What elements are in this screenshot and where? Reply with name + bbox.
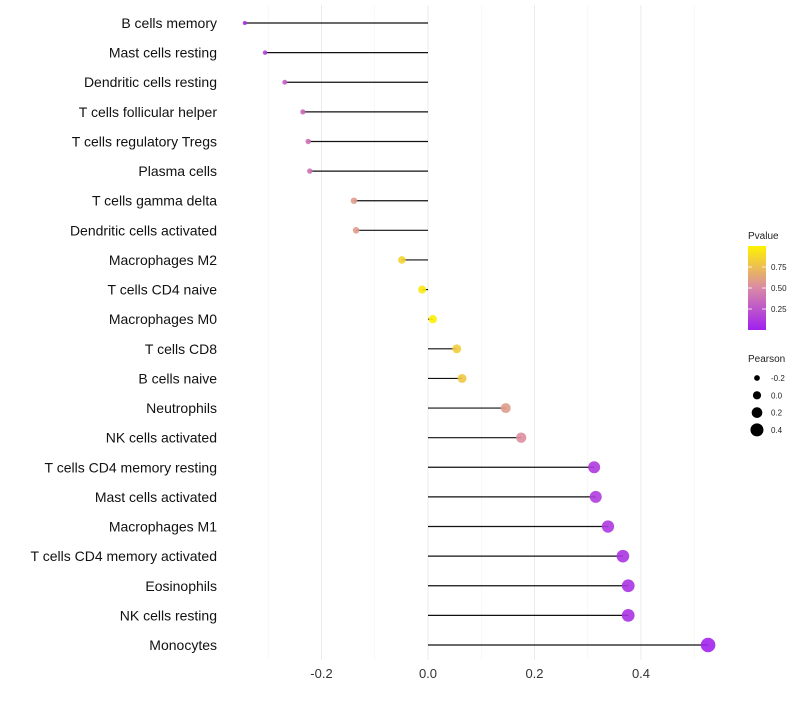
lollipop-row: NK cells activated: [106, 430, 527, 446]
lollipop-point: [588, 461, 601, 474]
lollipop-point: [428, 315, 437, 324]
lollipop-point: [262, 50, 268, 55]
y-tick-label: Eosinophils: [145, 578, 217, 594]
lollipop-point: [452, 344, 462, 354]
size-legend-label: 0.0: [771, 391, 783, 400]
y-tick-label: T cells CD4 memory activated: [31, 548, 217, 564]
size-legend-label: 0.4: [771, 426, 783, 435]
lollipop-row: Macrophages M0: [109, 311, 437, 327]
lollipop-row: T cells gamma delta: [92, 193, 428, 209]
size-legend-point: [754, 375, 760, 381]
y-tick-label: Mast cells activated: [95, 489, 217, 505]
lollipop-row: Macrophages M1: [109, 519, 615, 535]
y-tick-label: T cells follicular helper: [79, 104, 218, 120]
lollipop-row: Monocytes: [149, 637, 716, 653]
y-tick-label: T cells gamma delta: [92, 193, 217, 209]
grid-lines: [267, 5, 695, 660]
color-legend-title: Pvalue: [748, 231, 779, 242]
y-tick-label: Neutrophils: [146, 400, 217, 416]
y-tick-label: B cells memory: [121, 15, 217, 31]
y-tick-label: Dendritic cells activated: [70, 222, 217, 238]
y-tick-label: Dendritic cells resting: [84, 74, 217, 90]
lollipop-row: T cells CD4 memory activated: [31, 548, 630, 564]
lollipop-row: B cells memory: [121, 15, 428, 31]
lollipop-row: Dendritic cells resting: [84, 74, 428, 90]
size-legend-title: Pearson: [748, 354, 785, 365]
legend: Pvalue 0.75 0.50 0.25 Pearson -0.2 0.0 0.2 0.…: [748, 231, 787, 437]
x-tick-label: -0.2: [310, 666, 332, 681]
x-tick-label: 0.4: [632, 666, 650, 681]
color-bar: [748, 246, 766, 330]
lollipop-row: T cells CD8: [145, 341, 462, 357]
color-tick-label: 0.25: [771, 305, 787, 314]
y-tick-label: Plasma cells: [138, 163, 217, 179]
y-tick-label: Mast cells resting: [109, 45, 217, 61]
x-axis: -0.2 0.0 0.2 0.4: [310, 666, 650, 681]
lollipop-point: [601, 520, 615, 533]
lollipop-point: [700, 637, 716, 653]
size-legend-point: [751, 407, 763, 418]
lollipop-row: Mast cells activated: [95, 489, 602, 505]
y-tick-label: B cells naive: [138, 370, 217, 386]
size-legend-point: [752, 391, 762, 400]
lollipop-point: [589, 490, 602, 503]
lollipop-point: [621, 608, 635, 622]
lollipop-row: NK cells resting: [120, 607, 635, 623]
lollipop-point: [305, 138, 311, 145]
size-legend-point: [750, 423, 764, 437]
lollipop-row: Macrophages M2: [109, 252, 428, 268]
lollipop-row: Plasma cells: [138, 163, 428, 179]
lollipop-point: [300, 109, 306, 115]
x-tick-label: 0.2: [525, 666, 543, 681]
lollipop-row: Dendritic cells activated: [70, 222, 428, 238]
y-tick-label: T cells CD8: [145, 341, 217, 357]
lollipop-row: Mast cells resting: [109, 45, 428, 61]
lollipop-point: [352, 227, 360, 234]
color-tick-label: 0.50: [771, 284, 787, 293]
lollipop-row: T cells regulatory Tregs: [72, 133, 428, 149]
lollipop-point: [500, 403, 511, 414]
color-tick-label: 0.75: [771, 263, 787, 272]
lollipop-row: B cells naive: [138, 370, 467, 386]
y-tick-label: Macrophages M1: [109, 519, 217, 535]
lollipop-point: [516, 432, 527, 443]
lollipop-point: [616, 549, 630, 563]
lollipop-row: T cells CD4 memory resting: [45, 459, 601, 475]
lollipop-point: [350, 197, 358, 204]
lollipop-row: T cells follicular helper: [79, 104, 428, 120]
lollipop-point: [418, 285, 427, 294]
lollipop-point: [621, 579, 635, 593]
lollipop-point: [282, 79, 288, 85]
lollipop-point: [242, 21, 247, 25]
y-tick-label: T cells regulatory Tregs: [72, 133, 217, 149]
lollipop-row: Eosinophils: [145, 578, 635, 594]
y-tick-label: Macrophages M2: [109, 252, 217, 268]
lollipop-row: T cells CD4 naive: [108, 282, 428, 298]
lollipop-point: [457, 373, 467, 383]
y-tick-label: T cells CD4 memory resting: [45, 459, 217, 475]
lollipop-row: Neutrophils: [146, 400, 511, 416]
chart-rows: B cells memory Mast cells resting Dendriti…: [31, 15, 716, 653]
y-tick-label: NK cells activated: [106, 430, 217, 446]
lollipop-point: [307, 168, 313, 174]
x-tick-label: 0.0: [419, 666, 437, 681]
y-tick-label: NK cells resting: [120, 607, 217, 623]
y-tick-label: Macrophages M0: [109, 311, 217, 327]
y-tick-label: T cells CD4 naive: [108, 282, 218, 298]
lollipop-point: [398, 256, 406, 264]
size-legend-label: 0.2: [771, 409, 783, 418]
y-tick-label: Monocytes: [149, 637, 217, 653]
size-legend-label: -0.2: [771, 374, 785, 383]
